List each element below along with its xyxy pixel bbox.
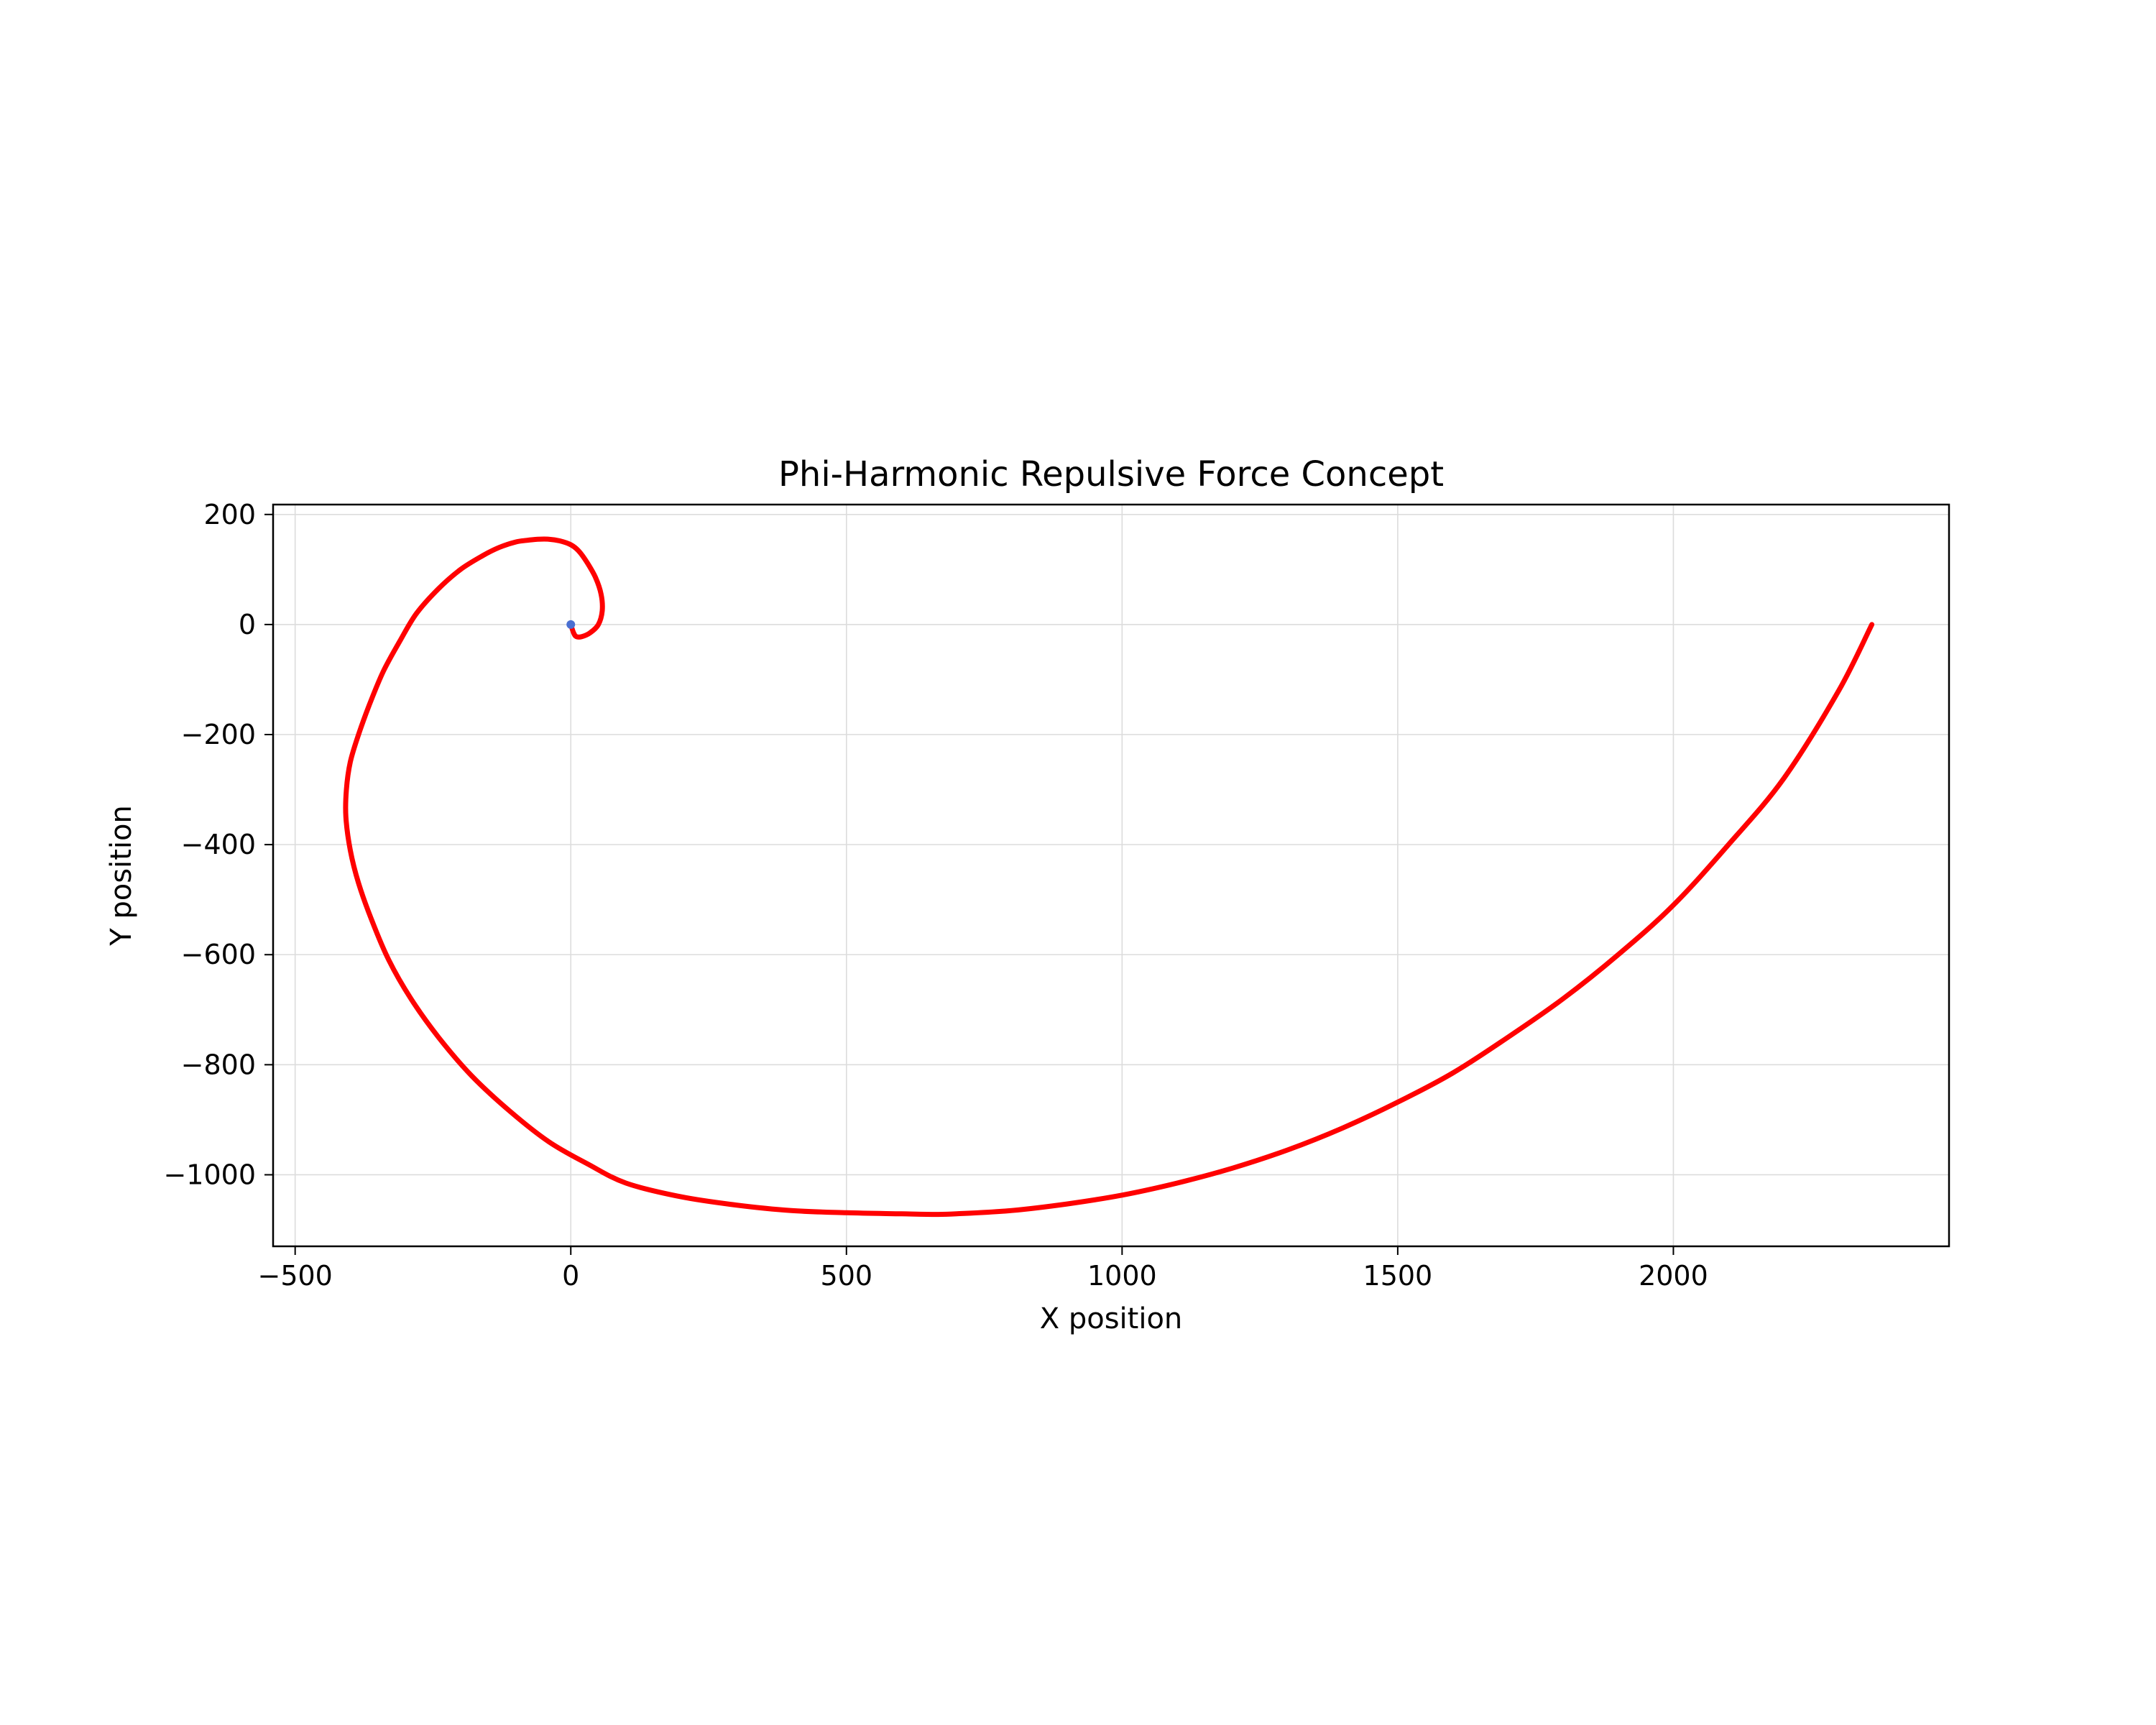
series-line — [343, 536, 1875, 1218]
y-tick-label: −400 — [181, 829, 256, 860]
y-tick-label: −1000 — [163, 1159, 256, 1190]
x-tick-label: 1000 — [1087, 1260, 1157, 1292]
plot-area — [343, 536, 1875, 1218]
x-tick-label: 500 — [821, 1260, 873, 1292]
y-tick-label: 0 — [239, 609, 256, 640]
chart-title: Phi-Harmonic Repulsive Force Concept — [778, 454, 1444, 494]
y-tick-label: −200 — [181, 719, 256, 750]
axes-frame — [272, 503, 1950, 1248]
grid — [273, 505, 1949, 1246]
axis-ticks: −500 0 500 1000 1500 20002000−200−400−600−800… — [163, 499, 1708, 1292]
y-axis-label: Y position — [105, 805, 138, 947]
x-tick-label: 2000 — [1639, 1260, 1708, 1292]
y-tick-label: −800 — [181, 1049, 256, 1080]
origin-marker — [566, 620, 576, 629]
y-tick-label: 200 — [203, 499, 256, 530]
x-tick-label: 1500 — [1363, 1260, 1433, 1292]
x-axis-label: X position — [1040, 1302, 1183, 1335]
x-tick-label: −500 — [257, 1260, 332, 1292]
x-tick-label: 0 — [562, 1260, 579, 1292]
y-tick-label: −600 — [181, 939, 256, 970]
